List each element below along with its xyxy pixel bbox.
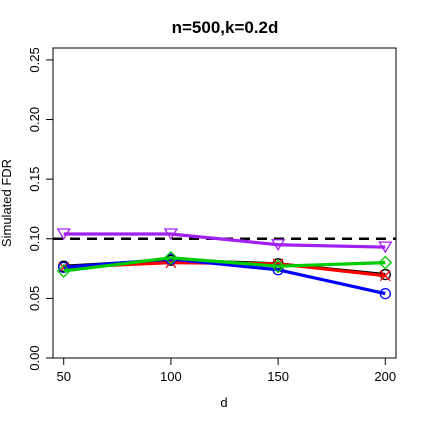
series-group — [56, 228, 393, 300]
y-tick-label-1: 0.05 — [27, 286, 42, 311]
y-tick-label-3: 0.15 — [27, 166, 42, 191]
series-3 — [56, 250, 393, 278]
series-4-point-0 — [56, 228, 71, 241]
series-1-point-3 — [379, 270, 391, 282]
x-axis-label: d — [220, 395, 227, 410]
series-4-point-2 — [270, 239, 286, 251]
series-2-point-3 — [379, 287, 391, 300]
x-axis: 50 100 150 200 — [56, 358, 396, 384]
y-tick-label-0: 0.00 — [27, 345, 42, 370]
y-axis-label: Simulated FDR — [0, 159, 14, 247]
y-tick-label-4: 0.20 — [27, 107, 42, 132]
series-4-point-3 — [378, 241, 393, 254]
series-3-point-0 — [56, 264, 71, 278]
chart-title: n=500,k=0.2d — [172, 18, 279, 37]
x-tick-label-1: 100 — [160, 369, 182, 384]
series-3-point-1 — [163, 250, 178, 265]
series-line-3 — [63, 256, 386, 273]
y-axis: 0.00 0.05 0.10 0.15 0.20 0.25 — [27, 47, 53, 371]
series-2-point-0 — [58, 261, 70, 274]
series-3-point-2 — [271, 259, 286, 274]
y-tick-label-5: 0.25 — [27, 47, 42, 72]
series-3-point-3 — [378, 255, 393, 270]
x-tick-label-0: 50 — [56, 369, 70, 384]
y-tick-label-2: 0.10 — [27, 226, 42, 251]
x-tick-label-2: 150 — [267, 369, 289, 384]
series-4-point-1 — [163, 228, 179, 241]
series-4 — [56, 228, 393, 254]
plot-frame — [52, 47, 397, 359]
series-0 — [58, 254, 391, 281]
x-tick-label-3: 200 — [374, 369, 396, 384]
series-line-4 — [63, 232, 386, 249]
